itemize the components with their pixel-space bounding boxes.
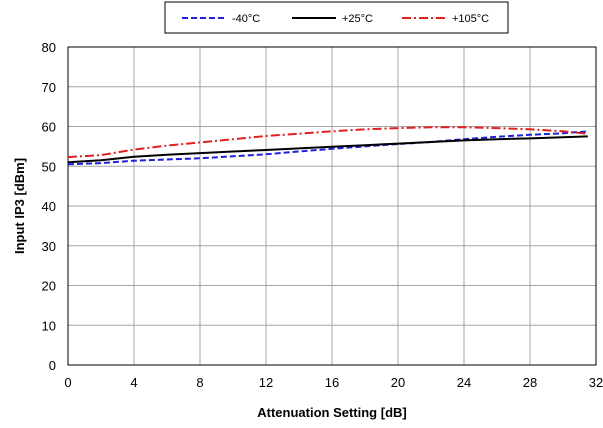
x-tick-label: 32 [589,375,603,390]
legend-label: -40°C [232,13,260,25]
legend: -40°C +25°C +105°C [165,2,508,33]
x-tick-label: 4 [130,375,137,390]
grid [68,47,596,365]
y-tick-label: 30 [42,239,56,254]
series-line [68,127,588,157]
y-tick-label: 70 [42,80,56,95]
y-tick-label: 40 [42,199,56,214]
legend-label: +25°C [342,13,373,25]
x-tick-label: 12 [259,375,273,390]
y-tick-labels: 0 10 20 30 40 50 60 70 80 [42,40,56,373]
y-tick-label: 10 [42,318,56,333]
y-tick-label: 0 [49,358,56,373]
y-tick-label: 60 [42,120,56,135]
series-line [68,136,588,162]
x-tick-label: 20 [391,375,405,390]
x-tick-label: 24 [457,375,471,390]
y-tick-label: 50 [42,159,56,174]
series-layer [68,127,588,164]
x-tick-label: 0 [64,375,71,390]
x-axis-title: Attenuation Setting [dB] [257,405,406,420]
y-tick-label: 20 [42,279,56,294]
y-tick-label: 80 [42,40,56,55]
x-tick-label: 28 [523,375,537,390]
y-axis-title: Input IP3 [dBm] [12,158,27,254]
x-tick-labels: 0 4 8 12 16 20 24 28 32 [64,375,603,390]
x-tick-label: 8 [196,375,203,390]
legend-label: +105°C [452,13,489,25]
x-tick-label: 16 [325,375,339,390]
